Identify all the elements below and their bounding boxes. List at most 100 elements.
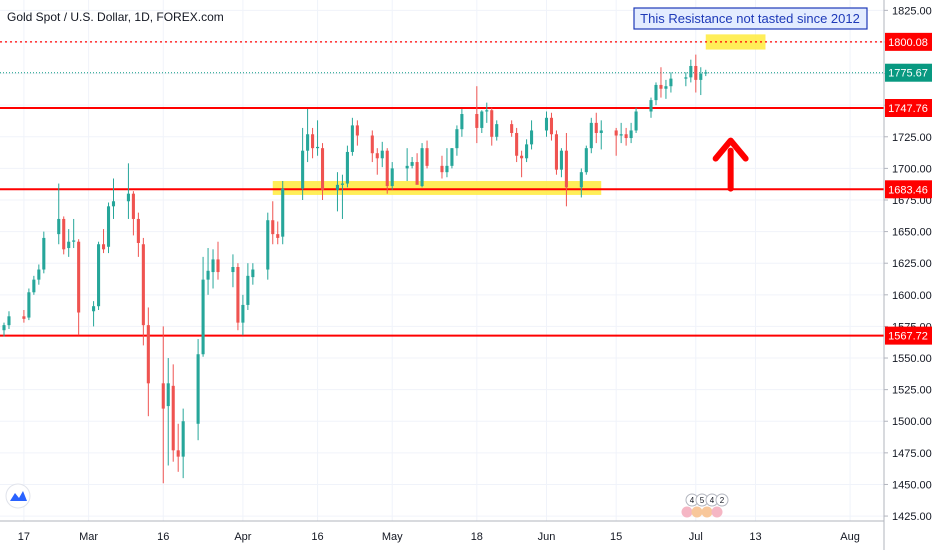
level-price-label: 1800.08 bbox=[888, 37, 928, 49]
candle bbox=[126, 163, 130, 219]
candle-body bbox=[589, 122, 593, 149]
candle-body bbox=[619, 134, 623, 136]
y-tick-label: 1475.00 bbox=[892, 448, 932, 460]
candle bbox=[340, 174, 344, 219]
tradingview-logo-icon[interactable] bbox=[5, 483, 31, 509]
candle bbox=[22, 309, 26, 323]
candle bbox=[106, 202, 111, 254]
candle-body bbox=[390, 168, 394, 187]
candle-body bbox=[311, 134, 315, 149]
candle bbox=[515, 127, 519, 163]
candle-body bbox=[196, 354, 200, 424]
candle bbox=[37, 264, 41, 285]
candle-body bbox=[345, 151, 349, 184]
highlight-zone bbox=[272, 181, 602, 195]
candle-body bbox=[166, 383, 170, 407]
candle bbox=[171, 364, 175, 462]
candle-body bbox=[425, 148, 429, 166]
candle bbox=[659, 67, 663, 98]
candle bbox=[544, 111, 549, 137]
candle-body bbox=[271, 220, 275, 235]
grid bbox=[0, 0, 884, 521]
candle bbox=[136, 212, 140, 257]
candle-body bbox=[579, 172, 583, 188]
candle-body bbox=[664, 86, 668, 89]
candle-body bbox=[62, 218, 66, 250]
candle-body bbox=[141, 244, 145, 326]
candle-body bbox=[111, 201, 116, 207]
candle-body bbox=[206, 270, 210, 280]
candles bbox=[2, 54, 708, 484]
svg-text:4: 4 bbox=[690, 496, 695, 505]
candle-body bbox=[27, 292, 31, 318]
candle-body bbox=[335, 184, 340, 190]
candle-body bbox=[306, 134, 310, 151]
level-price-label: 1567.72 bbox=[888, 331, 928, 343]
candle-body bbox=[97, 244, 101, 307]
candle bbox=[196, 339, 200, 441]
y-tick-label: 1600.00 bbox=[892, 290, 932, 302]
candle bbox=[32, 275, 36, 295]
candle bbox=[624, 127, 628, 146]
candle-body bbox=[599, 130, 603, 133]
candle bbox=[355, 120, 359, 146]
candle bbox=[584, 145, 588, 175]
candle-body bbox=[146, 325, 150, 384]
candle bbox=[335, 172, 340, 212]
candle-body bbox=[241, 304, 245, 323]
candle-body bbox=[266, 220, 270, 270]
candle bbox=[445, 148, 449, 178]
candle bbox=[181, 408, 185, 479]
candle bbox=[67, 229, 71, 257]
candle bbox=[42, 231, 46, 274]
x-tick-label: Aug bbox=[840, 531, 860, 543]
y-tick-label: 1700.00 bbox=[892, 163, 932, 175]
candle-body bbox=[92, 306, 96, 312]
candle bbox=[241, 294, 245, 336]
candle-body bbox=[320, 148, 325, 190]
candle-body bbox=[485, 110, 489, 112]
level-lines bbox=[0, 41, 884, 337]
candle bbox=[246, 263, 250, 310]
candle-body bbox=[475, 114, 479, 128]
candle-body bbox=[251, 269, 255, 278]
candle-body bbox=[689, 65, 693, 78]
candle-body bbox=[694, 65, 698, 80]
candle bbox=[410, 157, 414, 169]
candle-body bbox=[67, 241, 71, 249]
candle-body bbox=[544, 117, 549, 131]
level-price-tag bbox=[885, 99, 932, 118]
candle bbox=[405, 148, 409, 182]
candle-body bbox=[72, 240, 76, 242]
candle bbox=[649, 97, 653, 118]
economic-events-icon[interactable]: 4 5 4 2 bbox=[681, 493, 729, 518]
candle-body bbox=[385, 150, 389, 187]
candle bbox=[480, 110, 484, 133]
candle bbox=[455, 125, 459, 156]
candle-body bbox=[549, 117, 554, 135]
candle bbox=[72, 218, 76, 249]
svg-text:5: 5 bbox=[700, 496, 705, 505]
candle-body bbox=[564, 150, 568, 188]
candle-body bbox=[201, 279, 205, 355]
y-tick-label: 1725.00 bbox=[892, 132, 932, 144]
candle bbox=[206, 248, 210, 295]
y-tick-label: 1825.00 bbox=[892, 5, 932, 17]
candle-body bbox=[654, 84, 658, 101]
candle bbox=[530, 120, 534, 150]
candle bbox=[390, 162, 394, 190]
y-tick-label: 1550.00 bbox=[892, 353, 932, 365]
candle bbox=[276, 221, 280, 245]
svg-text:4: 4 bbox=[710, 496, 715, 505]
x-tick-label: 18 bbox=[471, 531, 483, 543]
candle bbox=[629, 122, 633, 144]
x-tick-label: May bbox=[382, 531, 403, 543]
candle bbox=[614, 127, 618, 156]
candle-body bbox=[445, 165, 449, 173]
candle bbox=[380, 141, 384, 168]
candle bbox=[525, 139, 529, 163]
candle-body bbox=[405, 165, 409, 169]
x-tick-label: Jul bbox=[689, 531, 703, 543]
